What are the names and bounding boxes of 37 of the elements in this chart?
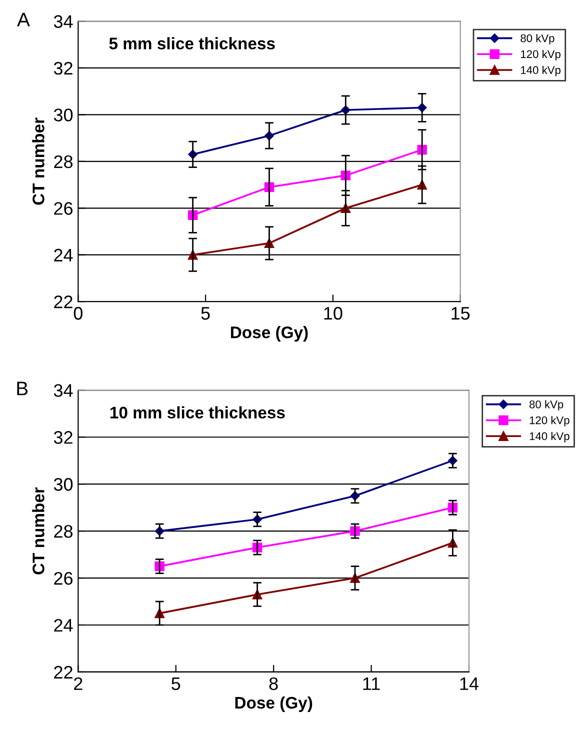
y-tick-label: 22 [54, 296, 72, 308]
x-tick-label: 8 [269, 677, 278, 690]
y-tick-label: 26 [54, 202, 73, 215]
y-tick-label: 22 [54, 666, 72, 679]
x-axis-title: Dose (Gy) [235, 696, 312, 712]
y-tick-label: 32 [54, 431, 72, 444]
y-tick-label: 32 [54, 62, 72, 75]
legend-label: 120 kVp [530, 416, 570, 426]
x-tick-label: 11 [363, 678, 380, 690]
text: 10 mm slice thickness [110, 406, 285, 418]
legend-label: 140 kVp [521, 66, 560, 76]
y-axis-title: CT number [32, 487, 44, 574]
legend-label: 80 kVp [520, 34, 554, 44]
text: A [17, 12, 30, 26]
x-tick-label: 10 [324, 306, 342, 320]
y-tick-label: 34 [54, 384, 73, 397]
x-tick-label: 14 [460, 678, 479, 690]
x-tick-label: 0 [74, 306, 82, 320]
text: 5 mm slice thickness [109, 37, 275, 50]
y-tick-label: 24 [54, 618, 73, 632]
y-tick-label: 28 [54, 155, 73, 168]
y-tick-label: 26 [54, 572, 73, 585]
y-tick-label: 34 [54, 15, 73, 28]
x-tick-label: 5 [172, 678, 180, 690]
x-tick-label: 2 [74, 677, 82, 690]
legend-label: 120 kVp [521, 50, 560, 60]
x-tick-label: 5 [201, 307, 210, 320]
text: B [17, 382, 28, 396]
legend-label: 140 kVp [530, 432, 570, 442]
y-tick-label: 24 [54, 248, 73, 262]
y-tick-label: 30 [54, 108, 73, 122]
y-tick-label: 28 [54, 525, 73, 538]
x-tick-label: 15 [452, 307, 470, 320]
y-axis-title: CT number [32, 118, 44, 205]
y-tick-label: 30 [54, 478, 73, 491]
legend-label: 80 kVp [530, 400, 564, 411]
x-axis-title: Dose (Gy) [230, 326, 308, 342]
